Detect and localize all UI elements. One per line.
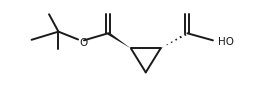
Polygon shape	[107, 32, 131, 49]
Text: HO: HO	[218, 37, 234, 47]
Text: O: O	[80, 38, 88, 48]
